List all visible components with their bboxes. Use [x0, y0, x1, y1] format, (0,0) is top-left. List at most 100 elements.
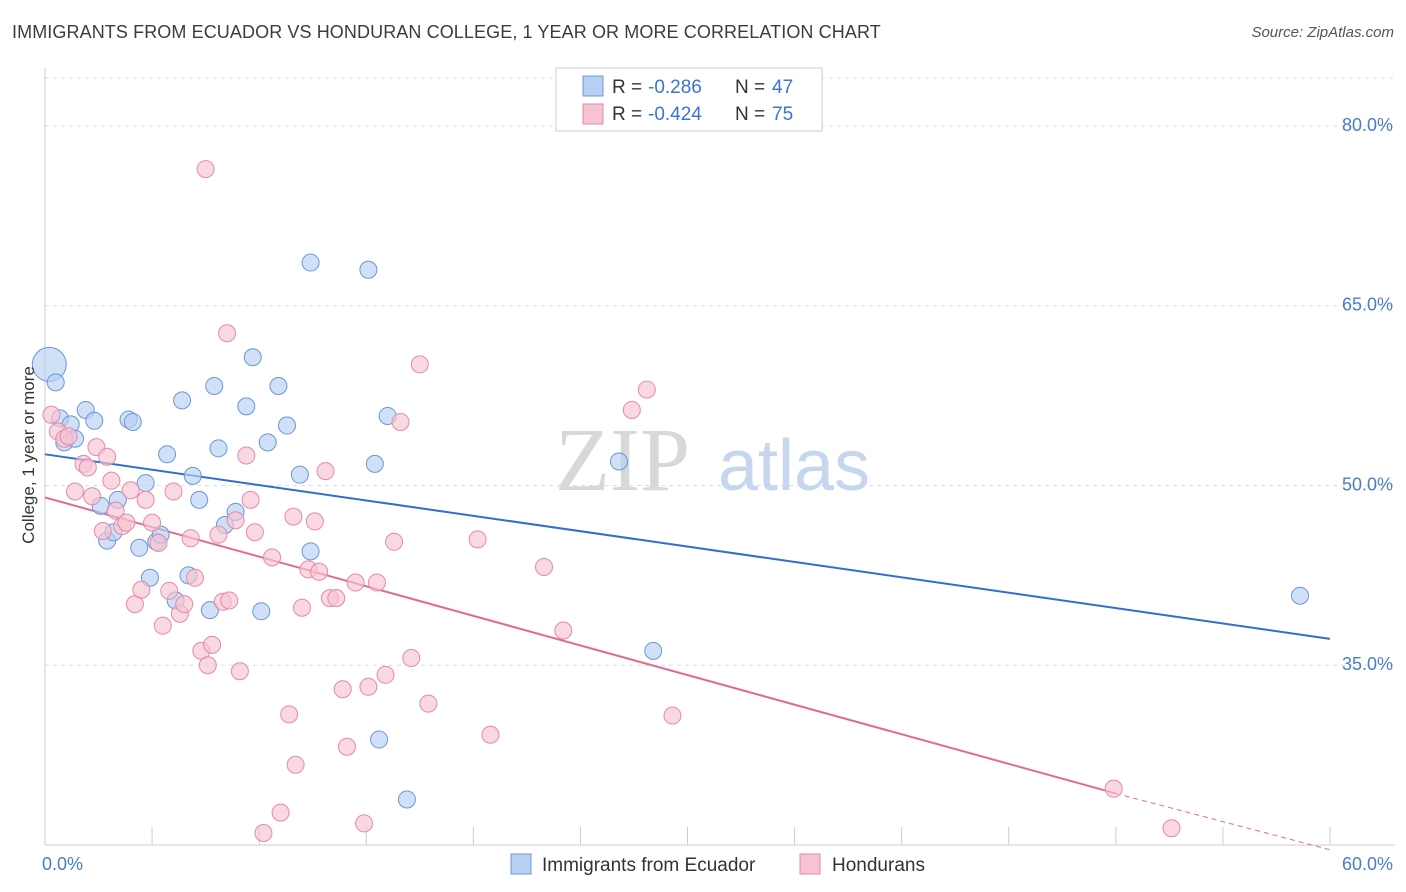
- legend-n-label-hondurans: N =: [735, 104, 765, 125]
- point-hondurans: [203, 635, 222, 654]
- point-hondurans: [98, 447, 117, 466]
- point-hondurans: [83, 487, 102, 506]
- point-hondurans: [196, 160, 215, 179]
- point-hondurans: [164, 482, 183, 501]
- point-ecuador: [200, 601, 219, 620]
- point-ecuador: [209, 439, 228, 458]
- legend-swatch-ecuador: [582, 75, 604, 97]
- point-hondurans: [198, 656, 217, 675]
- point-hondurans: [333, 680, 352, 699]
- point-hondurans: [284, 507, 303, 526]
- point-hondurans: [245, 523, 264, 542]
- point-hondurans: [160, 581, 179, 600]
- series-legend-label-hondurans: Hondurans: [832, 855, 925, 876]
- point-hondurans: [419, 694, 438, 713]
- series-legend-swatch-ecuador: [510, 853, 532, 875]
- point-hondurans: [481, 725, 500, 744]
- point-hondurans: [263, 548, 282, 567]
- point-ecuador: [609, 452, 628, 471]
- point-ecuador: [290, 465, 309, 484]
- point-hondurans: [143, 513, 162, 532]
- point-ecuador: [301, 542, 320, 561]
- point-ecuador: [243, 348, 262, 367]
- point-hondurans: [327, 589, 346, 608]
- trend-line-hondurans: [44, 496, 1117, 795]
- legend-r-label-hondurans: R =: [612, 104, 642, 125]
- point-hondurans: [42, 405, 61, 424]
- point-ecuador: [190, 490, 209, 509]
- point-ecuador: [173, 391, 192, 410]
- point-hondurans: [93, 522, 112, 541]
- point-hondurans: [410, 355, 429, 374]
- source-credit: Source: ZipAtlas.com: [1251, 24, 1394, 41]
- point-hondurans: [181, 529, 200, 548]
- point-hondurans: [59, 427, 78, 446]
- point-hondurans: [241, 490, 260, 509]
- point-hondurans: [391, 412, 410, 431]
- point-hondurans: [121, 481, 140, 500]
- point-hondurans: [337, 737, 356, 756]
- point-hondurans: [355, 814, 374, 833]
- point-ecuador: [237, 397, 256, 416]
- point-hondurans: [175, 595, 194, 614]
- point-hondurans: [535, 557, 554, 576]
- series-legend-swatch-hondurans: [799, 853, 821, 875]
- trend-lines: [44, 453, 1331, 851]
- trend-line-extension-hondurans: [1115, 792, 1331, 851]
- point-hondurans: [1104, 779, 1123, 798]
- point-ecuador: [258, 433, 277, 452]
- point-hondurans: [622, 400, 641, 419]
- point-hondurans: [468, 530, 487, 549]
- point-ecuador: [158, 445, 177, 464]
- point-hondurans: [293, 598, 311, 617]
- point-ecuador: [252, 602, 271, 621]
- legend-r-label-ecuador: R =: [612, 77, 642, 98]
- point-ecuador: [365, 454, 384, 473]
- point-hondurans: [554, 621, 573, 640]
- point-ecuador: [46, 373, 65, 392]
- legend-n-label-ecuador: N =: [735, 77, 765, 98]
- chart-title: IMMIGRANTS FROM ECUADOR VS HONDURAN COLL…: [12, 22, 881, 42]
- point-hondurans: [132, 580, 151, 599]
- series-legend: Immigrants from Ecuador Hondurans: [510, 853, 925, 876]
- point-hondurans: [136, 490, 155, 509]
- tick-labels: 80.0% 65.0% 50.0% 35.0% 0.0% 60.0%: [42, 115, 1393, 874]
- point-hondurans: [117, 513, 136, 532]
- point-hondurans: [376, 665, 395, 684]
- point-ecuador: [136, 474, 155, 493]
- legend-swatch-hondurans: [582, 103, 604, 125]
- series-legend-label-ecuador: Immigrants from Ecuador: [542, 855, 756, 876]
- point-hondurans: [367, 573, 386, 592]
- y-tick-label: 65.0%: [1342, 295, 1393, 315]
- point-hondurans: [153, 616, 172, 635]
- point-hondurans: [286, 755, 305, 774]
- point-hondurans: [230, 662, 249, 681]
- point-ecuador: [370, 730, 389, 749]
- point-hondurans: [226, 511, 245, 530]
- watermark: ZIP atlas: [555, 411, 870, 510]
- point-hondurans: [663, 706, 682, 725]
- point-ecuador: [130, 538, 149, 557]
- point-ecuador: [269, 376, 288, 395]
- point-ecuador: [644, 641, 663, 660]
- point-ecuador: [85, 411, 104, 430]
- legend-n-value-ecuador: 47: [772, 77, 793, 98]
- y-tick-label: 80.0%: [1342, 115, 1393, 135]
- point-hondurans: [346, 573, 365, 592]
- y-axis-label: College, 1 year or more: [19, 366, 38, 544]
- point-hondurans: [237, 446, 256, 465]
- legend-n-value-hondurans: 75: [772, 104, 793, 125]
- point-hondurans: [1162, 819, 1181, 838]
- point-hondurans: [359, 677, 378, 696]
- point-hondurans: [220, 591, 239, 610]
- point-hondurans: [637, 380, 656, 399]
- point-hondurans: [149, 533, 168, 552]
- point-hondurans: [254, 824, 273, 843]
- y-tick-label: 35.0%: [1342, 654, 1393, 674]
- point-ecuador: [397, 790, 416, 809]
- x-tick-label: 60.0%: [1342, 854, 1393, 874]
- point-hondurans: [310, 562, 329, 581]
- watermark-atlas: atlas: [718, 426, 870, 506]
- point-hondurans: [402, 649, 421, 668]
